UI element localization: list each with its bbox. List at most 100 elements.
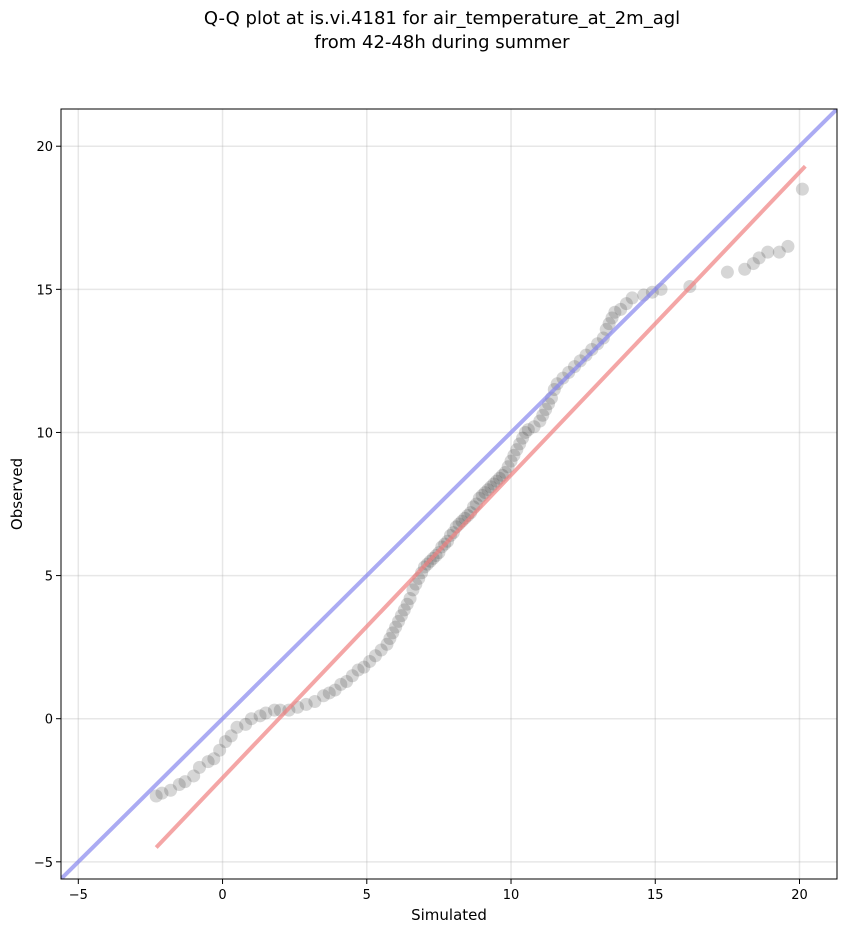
data-point [443, 529, 457, 543]
data-point [357, 660, 371, 674]
y-tick-label: 0 [45, 713, 53, 728]
data-point [501, 460, 515, 474]
data-point [345, 669, 359, 683]
data-point [392, 614, 406, 628]
x-tick-label: −5 [69, 888, 88, 903]
x-axis-ticks: −5 0 5 10 15 20 [69, 879, 808, 903]
data-point [374, 643, 388, 657]
data-point [539, 403, 553, 417]
data-point [187, 769, 201, 783]
data-point [380, 637, 394, 651]
data-point [510, 443, 524, 457]
data-point [239, 717, 253, 731]
y-tick-label: −5 [34, 856, 53, 871]
data-point [504, 454, 518, 468]
data-point [178, 775, 192, 789]
data-point [619, 297, 633, 311]
data-point [573, 354, 587, 368]
data-point [579, 348, 593, 362]
data-point [267, 703, 281, 717]
identity-line [61, 109, 837, 879]
data-point [585, 342, 599, 356]
data-point [218, 735, 232, 749]
data-point [562, 365, 576, 379]
data-point [149, 789, 163, 803]
x-tick-label: 10 [503, 888, 520, 903]
data-point [397, 603, 411, 617]
data-point [253, 709, 267, 723]
data-point [172, 778, 186, 792]
data-point [781, 239, 795, 253]
data-point [351, 663, 365, 677]
data-point [550, 377, 564, 391]
data-point [328, 683, 342, 697]
data-point [317, 689, 331, 703]
data-point [536, 408, 550, 422]
data-point [521, 423, 535, 437]
data-point [224, 729, 238, 743]
data-point [533, 414, 547, 428]
y-axis-ticks: −5 0 5 10 15 20 [34, 140, 61, 871]
x-tick-label: 0 [218, 888, 226, 903]
data-point [761, 245, 775, 259]
data-point [403, 591, 417, 605]
y-axis-label: Observed [8, 458, 26, 530]
y-tick-label: 20 [36, 140, 53, 155]
data-point [625, 291, 639, 305]
data-point [334, 677, 348, 691]
data-point [340, 674, 354, 688]
scatter-points [149, 182, 809, 803]
data-point [244, 712, 258, 726]
data-point [527, 420, 541, 434]
x-axis-label: Simulated [411, 906, 487, 924]
data-point [475, 488, 489, 502]
grid-lines [61, 109, 837, 879]
x-tick-label: 20 [791, 888, 808, 903]
plot-frame [60, 108, 838, 880]
fit-line [154, 164, 807, 849]
y-tick-label: 15 [36, 283, 53, 298]
data-point [720, 265, 734, 279]
data-point [192, 760, 206, 774]
data-point [299, 697, 313, 711]
chart-title-line-1: Q-Q plot at is.vi.4181 for air_temperatu… [204, 8, 680, 29]
data-point [602, 317, 616, 331]
data-point [368, 649, 382, 663]
data-point [738, 262, 752, 276]
data-point [207, 752, 221, 766]
data-point [608, 305, 622, 319]
data-point [507, 448, 521, 462]
reference-lines [61, 109, 837, 879]
data-point [164, 783, 178, 797]
data-point [230, 720, 244, 734]
data-point [201, 755, 215, 769]
data-point [308, 695, 322, 709]
data-point [516, 431, 530, 445]
data-point [556, 371, 570, 385]
data-point [383, 632, 397, 646]
data-point [472, 491, 486, 505]
data-point [322, 686, 336, 700]
data-point [259, 706, 273, 720]
data-point [389, 620, 403, 634]
data-point [155, 786, 169, 800]
data-point [400, 597, 414, 611]
x-tick-label: 15 [647, 888, 664, 903]
data-point [752, 251, 766, 265]
data-point [596, 331, 610, 345]
data-point [481, 483, 495, 497]
data-point [772, 245, 786, 259]
data-point [591, 337, 605, 351]
data-point [795, 182, 809, 196]
data-point [518, 425, 532, 439]
data-point [605, 311, 619, 325]
y-tick-label: 10 [36, 426, 53, 441]
data-point [213, 743, 227, 757]
data-point [406, 583, 420, 597]
data-point [614, 302, 628, 316]
data-point [363, 654, 377, 668]
data-point [394, 609, 408, 623]
data-point [746, 257, 760, 271]
